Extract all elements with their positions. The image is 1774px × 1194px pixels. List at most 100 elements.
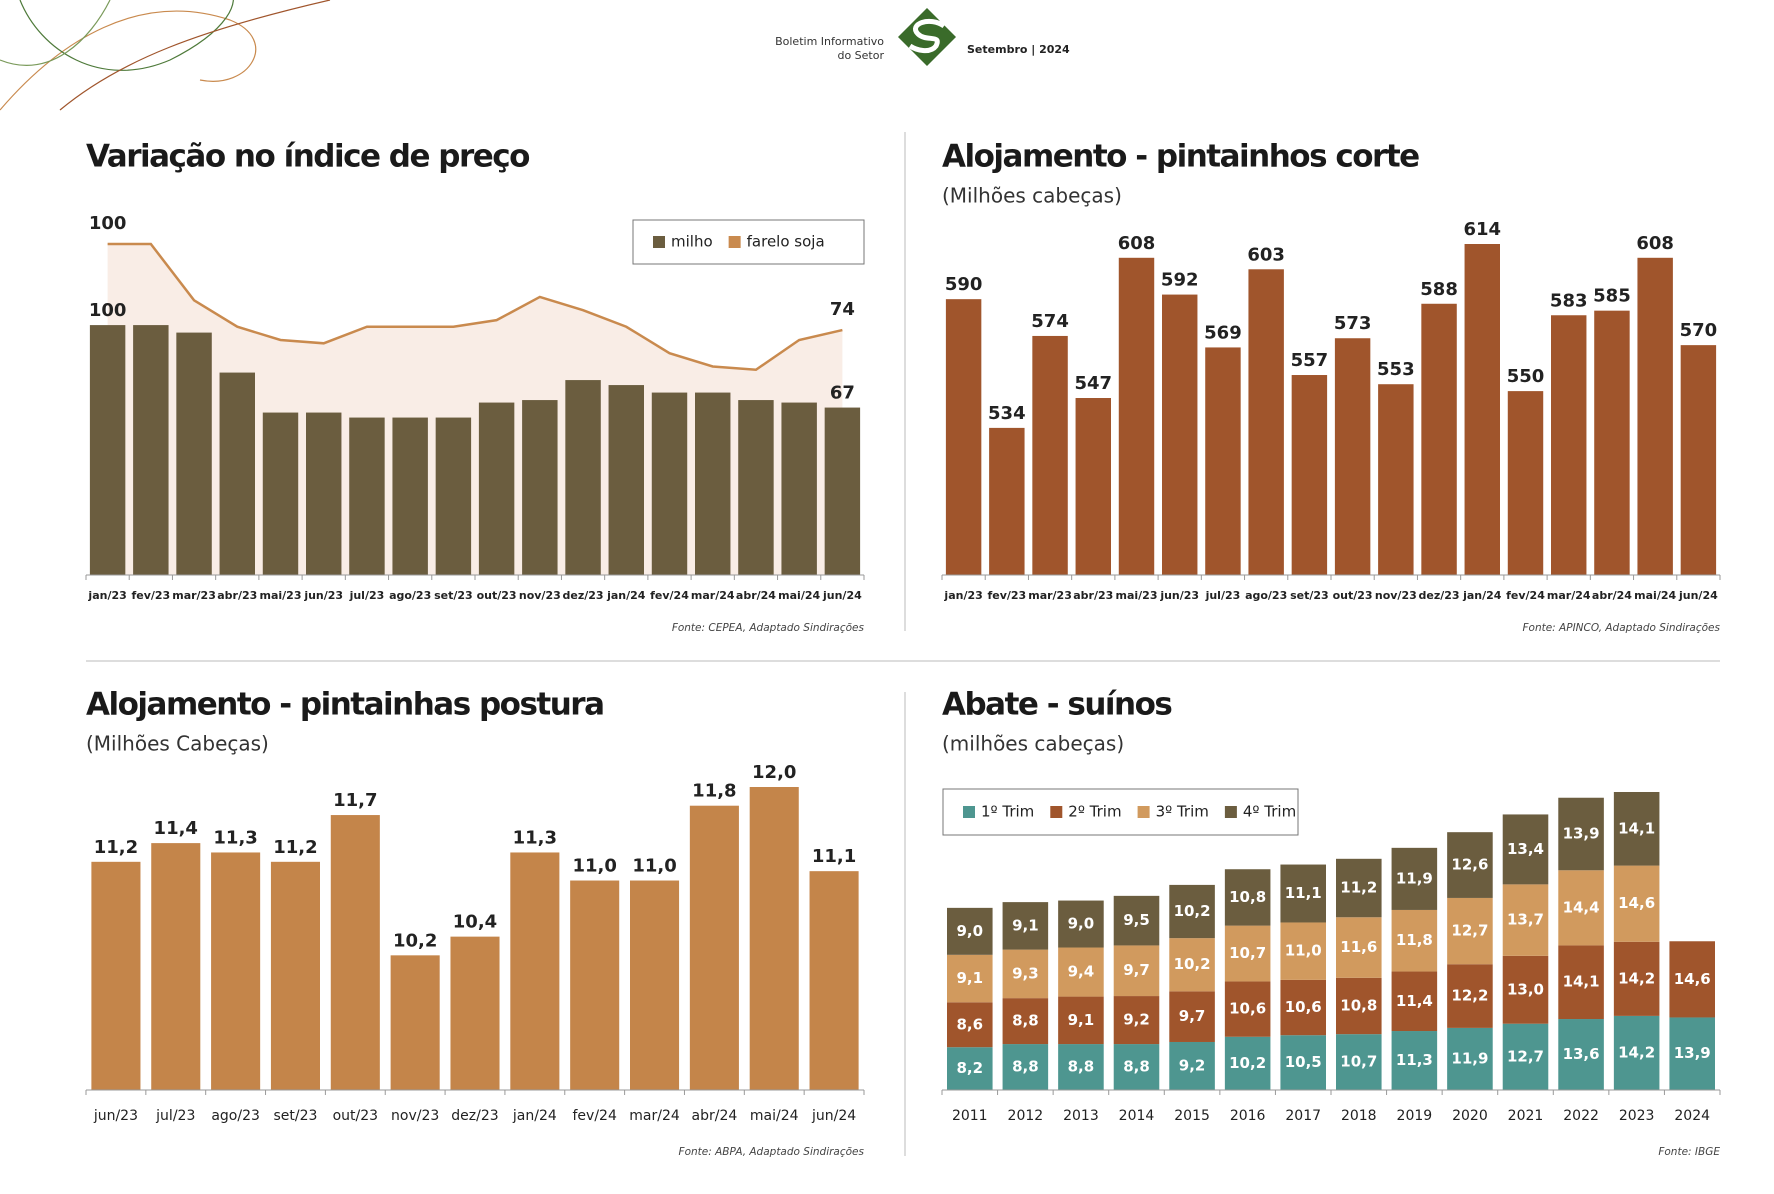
value-label: 10,7 <box>1340 1053 1377 1071</box>
value-label: 100 <box>89 300 127 321</box>
bar-segment <box>1336 977 1382 1035</box>
bar <box>478 402 515 575</box>
bar-segment <box>1558 797 1604 871</box>
x-tick-label: 2018 <box>1341 1108 1377 1124</box>
value-label: 9,0 <box>1068 915 1095 933</box>
bar <box>689 805 739 1090</box>
value-label: 12,6 <box>1451 856 1488 874</box>
bar-segment <box>1280 922 1326 980</box>
chart-source: Fonte: APINCO, Adaptado Sindirações <box>1522 622 1720 634</box>
legend-box <box>632 219 865 265</box>
legend-swatch <box>1137 806 1150 818</box>
bar-segment <box>1058 996 1104 1045</box>
line-area <box>107 244 843 575</box>
value-label: 10,6 <box>1285 998 1322 1016</box>
value-label: 8,2 <box>956 1059 983 1077</box>
x-tick-label: 2023 <box>1619 1108 1655 1124</box>
x-tick-label: nov/23 <box>1375 589 1417 602</box>
bar <box>211 852 261 1090</box>
bar <box>91 861 141 1090</box>
bar <box>1680 345 1717 575</box>
x-tick-label: out/23 <box>1333 589 1373 602</box>
bar-segment <box>1447 897 1493 965</box>
bar-segment <box>1280 979 1326 1036</box>
value-label: 11,4 <box>1396 992 1433 1010</box>
chart: Alojamento - pintainhos corte (Milhões ca… <box>941 139 1721 634</box>
x-tick-label: jan/24 <box>1462 589 1502 602</box>
value-label: 12,7 <box>1451 922 1488 940</box>
bar-segment <box>1391 971 1438 1032</box>
value-label: 10,4 <box>453 912 497 933</box>
value-label: 9,7 <box>1179 1007 1206 1025</box>
x-tick-label: 2020 <box>1452 1108 1488 1124</box>
value-label: 14,2 <box>1618 1043 1655 1061</box>
x-tick-label: mai/23 <box>260 589 302 602</box>
bar-segment <box>947 954 993 1003</box>
value-label: 585 <box>1593 286 1631 307</box>
chart: Abate - suínos (milhões cabeças) 8,2 8,6 9,1… <box>941 687 1721 1158</box>
x-tick-label: dez/23 <box>1419 589 1460 602</box>
value-label: 573 <box>1334 313 1372 334</box>
value-label: 10,2 <box>1229 1054 1266 1072</box>
bar <box>749 787 799 1090</box>
x-tick-label: mar/24 <box>1547 589 1591 602</box>
header-line1: Boletim Informativo <box>775 35 884 48</box>
x-tick-label: ago/23 <box>1245 589 1287 602</box>
value-label: 11,0 <box>1285 942 1322 960</box>
value-label: 11,2 <box>273 837 317 858</box>
bar <box>450 936 500 1090</box>
value-label: 614 <box>1463 219 1501 240</box>
bar-segment <box>1224 981 1271 1037</box>
bar-segment <box>1669 941 1715 1018</box>
x-tick-label: 2014 <box>1119 1108 1155 1124</box>
value-label: 74 <box>830 299 855 320</box>
value-label: 67 <box>830 383 855 404</box>
value-label: 11,8 <box>1396 931 1433 949</box>
x-tick-label: 2021 <box>1508 1108 1544 1124</box>
x-tick-label: jan/23 <box>87 589 126 602</box>
bar <box>1637 257 1673 575</box>
x-tick-label: nov/23 <box>519 589 561 602</box>
value-label: 8,8 <box>1012 1012 1039 1030</box>
bar-segment <box>947 1047 993 1090</box>
bar <box>989 427 1025 575</box>
bar-segment <box>1391 1031 1438 1090</box>
value-label: 11,1 <box>812 846 856 867</box>
chart-title: Alojamento - pintainhos corte <box>942 139 1419 175</box>
legend-label: farelo soja <box>747 233 825 251</box>
value-label: 9,5 <box>1123 911 1150 929</box>
value-label: 592 <box>1161 270 1199 291</box>
bar <box>695 392 731 575</box>
bar-segment <box>1447 832 1493 898</box>
legend-swatch <box>1224 806 1237 818</box>
value-label: 553 <box>1377 359 1415 380</box>
bar-segment <box>1502 814 1549 885</box>
x-tick-label: jul/23 <box>349 589 385 602</box>
bar-segment <box>1058 900 1104 948</box>
bar <box>1162 294 1198 575</box>
value-label: 13,6 <box>1563 1045 1600 1063</box>
chart-title: Alojamento - pintainhas postura <box>86 687 604 723</box>
value-label: 8,6 <box>956 1015 983 1033</box>
bar-segment <box>1558 870 1604 946</box>
x-tick-label: abr/23 <box>217 589 257 602</box>
bar-segment <box>1169 884 1215 939</box>
x-tick-label: jun/23 <box>1159 589 1199 602</box>
x-tick-label: set/23 <box>1290 589 1329 602</box>
bar <box>435 417 472 575</box>
x-tick-label: jun/23 <box>93 1108 138 1124</box>
chart-subtitle: (Milhões cabeças) <box>942 184 1122 208</box>
x-tick-label: jun/24 <box>811 1108 856 1124</box>
bar-segment <box>1336 1034 1382 1090</box>
x-tick-label: out/23 <box>477 589 517 602</box>
bar-segment <box>1113 945 1160 997</box>
x-tick-label: fev/24 <box>650 589 689 602</box>
value-label: 11,6 <box>1340 938 1377 956</box>
value-label: 12,7 <box>1507 1047 1544 1065</box>
value-label: 534 <box>988 403 1026 424</box>
x-tick-label: fev/23 <box>131 589 170 602</box>
value-label: 9,1 <box>1012 916 1039 934</box>
bar <box>1421 303 1457 575</box>
legend-label: 2º Trim <box>1068 803 1121 821</box>
bar-segment <box>947 907 993 955</box>
